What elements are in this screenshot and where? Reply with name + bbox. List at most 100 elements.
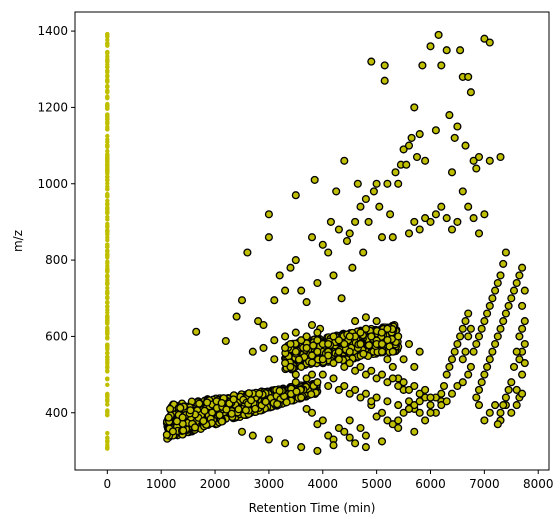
data-point <box>105 154 110 160</box>
data-point <box>273 400 282 409</box>
data-point <box>518 263 527 272</box>
data-point <box>329 359 338 368</box>
data-point <box>377 328 386 337</box>
data-point <box>313 378 322 387</box>
data-point <box>437 202 446 211</box>
data-point <box>364 217 373 226</box>
data-point <box>318 355 327 364</box>
data-point <box>105 304 110 309</box>
data-point <box>281 332 290 341</box>
data-point <box>485 156 494 165</box>
data-point <box>447 389 457 398</box>
data-point <box>247 396 256 405</box>
data-point <box>105 253 110 258</box>
data-point <box>361 389 370 398</box>
data-point <box>361 443 370 452</box>
data-point <box>345 359 354 368</box>
data-point <box>351 385 360 394</box>
data-point <box>520 317 529 326</box>
data-point <box>270 355 279 364</box>
data-point <box>105 402 110 407</box>
data-point <box>105 259 110 264</box>
data-point <box>394 416 403 425</box>
data-point <box>345 229 354 238</box>
data-point <box>351 439 360 448</box>
data-point <box>507 378 516 387</box>
data-point <box>105 342 110 348</box>
data-point <box>474 385 484 394</box>
data-point <box>105 350 110 355</box>
data-point <box>351 366 360 375</box>
data-point <box>453 381 462 391</box>
data-point <box>437 61 446 70</box>
scatter-points <box>105 30 529 455</box>
data-point <box>190 423 200 432</box>
data-point <box>105 77 110 83</box>
data-point <box>297 286 306 295</box>
data-point <box>318 370 327 379</box>
data-point <box>447 355 457 364</box>
data-point <box>105 174 110 179</box>
data-point <box>415 408 424 417</box>
data-point <box>302 298 311 307</box>
data-point <box>474 401 484 410</box>
data-point <box>456 332 465 341</box>
data-point <box>421 416 430 425</box>
data-point <box>410 381 419 391</box>
data-point <box>515 332 524 341</box>
data-point <box>345 433 354 442</box>
data-point <box>105 90 110 95</box>
data-point <box>105 313 110 318</box>
data-point <box>483 309 492 318</box>
data-point <box>426 217 435 226</box>
data-point <box>415 130 424 139</box>
data-point <box>105 275 110 280</box>
data-point <box>504 301 513 310</box>
data-point <box>105 248 110 254</box>
data-point <box>464 202 473 211</box>
data-point <box>501 309 510 318</box>
data-point <box>340 156 349 165</box>
data-point <box>447 168 457 177</box>
data-point <box>394 381 403 391</box>
data-point <box>488 347 497 356</box>
data-point <box>105 69 110 74</box>
data-point <box>415 347 424 356</box>
data-point <box>493 278 502 288</box>
data-point <box>450 133 459 142</box>
data-point <box>340 362 349 371</box>
x-tick-label: 7000 <box>469 477 500 491</box>
x-tick-label: 2000 <box>200 477 231 491</box>
data-point <box>388 420 397 429</box>
data-point <box>215 411 224 420</box>
x-axis-ticks: 0 1000 2000 3000 4000 5000 6000 7000 8000 <box>103 470 554 491</box>
data-point <box>105 267 110 272</box>
data-point <box>291 370 300 379</box>
data-point <box>105 369 110 374</box>
data-point <box>394 401 403 410</box>
data-point <box>351 317 360 326</box>
data-point <box>251 404 260 413</box>
y-tick-label: 800 <box>45 253 68 267</box>
data-point <box>491 339 500 349</box>
data-point <box>313 336 322 345</box>
data-point <box>345 332 354 341</box>
data-point <box>412 152 422 162</box>
data-point <box>281 286 290 295</box>
data-point <box>404 339 414 349</box>
data-point <box>105 143 110 149</box>
data-point <box>105 430 110 436</box>
data-point <box>105 169 110 174</box>
data-point <box>237 296 247 305</box>
data-point <box>499 259 508 268</box>
data-point <box>105 365 110 370</box>
data-point <box>499 401 508 410</box>
data-point <box>491 401 500 410</box>
data-point <box>477 378 486 387</box>
data-point <box>372 179 381 188</box>
data-point <box>383 324 392 333</box>
data-point <box>410 427 419 436</box>
data-point <box>232 312 241 321</box>
data-point <box>469 156 478 165</box>
